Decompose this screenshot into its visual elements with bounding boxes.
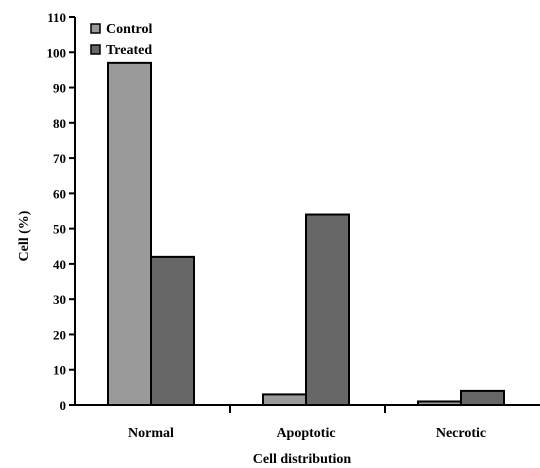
y-tick-label: 70 xyxy=(53,151,66,166)
x-tick-label: Apoptotic xyxy=(276,426,335,441)
axes: 0 10 20 30 40 50 60 70 80 90 100 110 Normal Apoptotic… xyxy=(47,10,540,441)
y-tick-label: 20 xyxy=(53,327,66,342)
y-tick-label: 90 xyxy=(53,81,66,96)
y-tick-label: 50 xyxy=(53,222,66,237)
bars xyxy=(107,61,505,407)
y-tick-label: 100 xyxy=(47,45,67,60)
legend-swatch-control xyxy=(90,23,101,34)
y-tick-label: 10 xyxy=(53,363,66,378)
bar-treated-normal xyxy=(150,255,195,407)
bar-treated-apoptotic xyxy=(305,213,350,406)
legend-swatch-treated xyxy=(90,44,101,55)
x-tick-label: Normal xyxy=(128,426,174,441)
y-tick-label: 40 xyxy=(53,257,66,272)
y-tick-label: 60 xyxy=(53,186,66,201)
legend: Control Treated xyxy=(90,22,153,58)
bar-control-normal xyxy=(107,61,152,406)
y-tick-label: 30 xyxy=(53,292,66,307)
bar-treated-necrotic xyxy=(460,389,505,406)
legend-label-control: Control xyxy=(106,22,153,37)
x-tick-label: Necrotic xyxy=(436,426,486,441)
bar-control-necrotic xyxy=(417,400,462,406)
legend-label-treated: Treated xyxy=(106,43,152,58)
bar-control-apoptotic xyxy=(262,393,307,406)
y-tick-label: 80 xyxy=(53,116,66,131)
y-tick-label: 0 xyxy=(60,398,67,413)
x-axis-title: Cell distribution xyxy=(253,452,352,467)
y-tick-label: 110 xyxy=(47,10,66,25)
y-axis-title: Cell (%) xyxy=(17,210,32,261)
